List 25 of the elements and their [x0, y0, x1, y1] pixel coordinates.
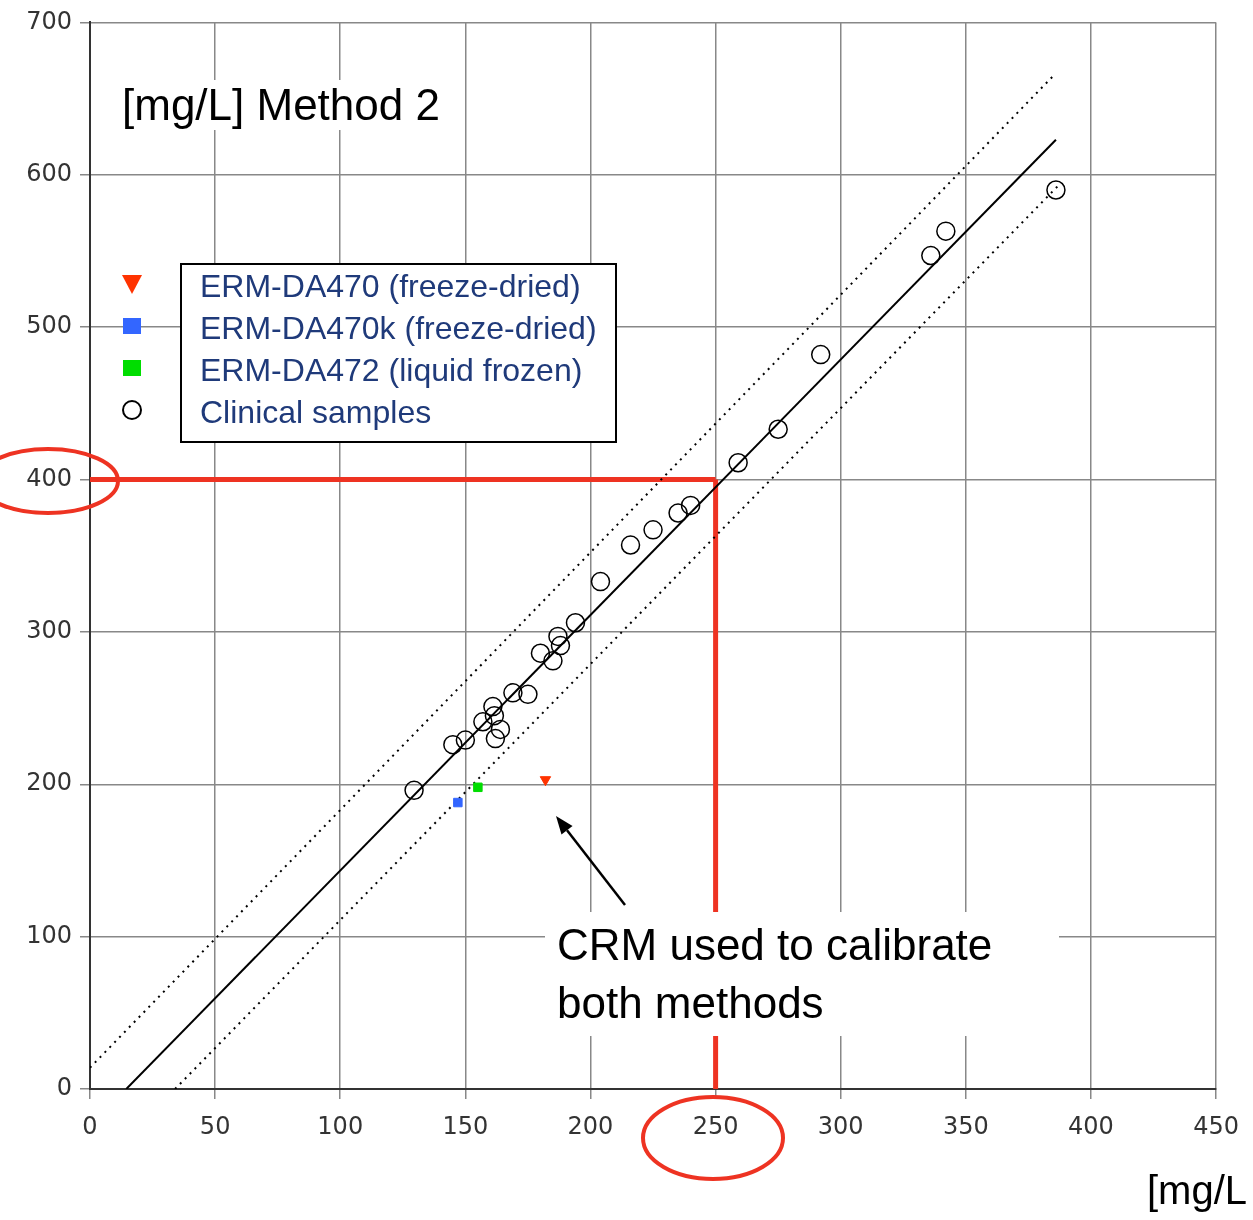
y-tick-label: 200: [26, 768, 72, 797]
x-tick-label: 50: [199, 1111, 231, 1140]
y-tick-label: 400: [26, 463, 72, 492]
x-tick-label: 0: [82, 1111, 98, 1140]
legend-label: ERM-DA470k (freeze-dried): [200, 309, 597, 348]
legend-label: ERM-DA472 (liquid frozen): [200, 351, 584, 390]
y-tick-label: 500: [26, 311, 72, 340]
x-tick-label: 450: [1193, 1111, 1239, 1140]
x-tick-label: 250: [692, 1111, 739, 1140]
x-axis-title: [mg/L: [1146, 1168, 1247, 1213]
x-tick-label: 350: [942, 1111, 989, 1140]
legend-label: Clinical samples: [200, 393, 433, 432]
y-tick-label: 100: [26, 920, 72, 949]
x-tick-label: 300: [817, 1111, 864, 1140]
y-tick-label: 600: [26, 159, 72, 188]
y-tick-label: 700: [26, 6, 72, 35]
x-tick-label: 100: [317, 1111, 364, 1140]
x-tick-label: 200: [567, 1111, 614, 1140]
y-tick-label: 0: [56, 1073, 72, 1102]
x-tick-label: 150: [442, 1111, 489, 1140]
annotation: CRM used to calibrate both methods: [545, 912, 1059, 1036]
y-tick-label: 300: [26, 616, 72, 645]
y-axis-title: [mg/L] Method 2: [118, 80, 444, 130]
legend-label: ERM-DA470 (freeze-dried): [200, 267, 582, 306]
x-tick-label: 400: [1068, 1111, 1114, 1140]
